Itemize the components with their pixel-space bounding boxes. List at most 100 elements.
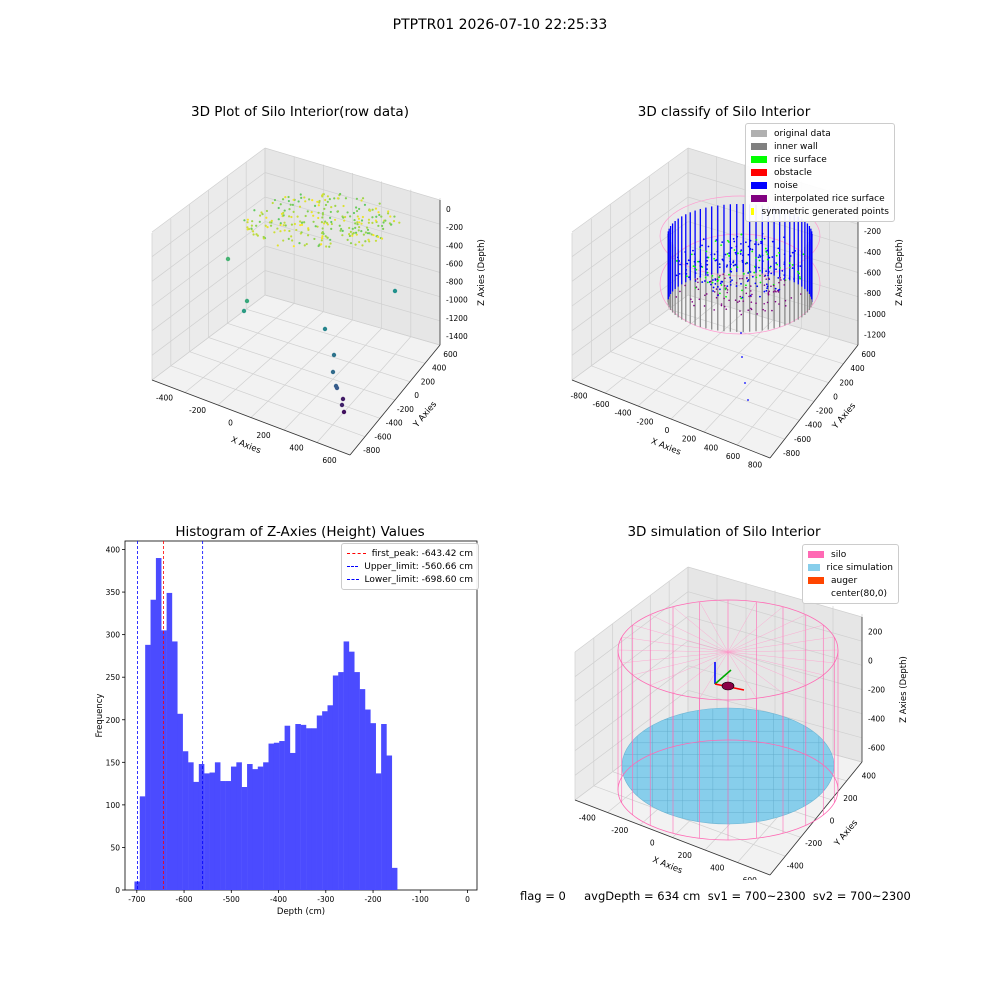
classified-point: [728, 252, 731, 255]
classified-point: [758, 266, 760, 269]
silo-roof-line: [727, 624, 824, 653]
data-point: [362, 233, 365, 236]
panel1-x-tick-label: -400: [156, 393, 173, 402]
data-point: [386, 212, 390, 215]
classified-point: [732, 261, 735, 264]
data-point: [339, 192, 342, 196]
interpolated-point: [739, 277, 741, 280]
data-point: [306, 234, 310, 237]
interpolated-point: [770, 285, 772, 288]
interpolated-point: [697, 281, 699, 284]
data-point: [328, 216, 332, 219]
panel4-z-tick-label: 0: [868, 657, 873, 666]
data-point: [281, 198, 285, 201]
histogram-bar: [145, 644, 151, 890]
data-point: [260, 211, 263, 214]
data-point: [354, 226, 357, 229]
data-point: [246, 221, 249, 224]
histogram-bar: [166, 592, 173, 890]
data-point: [305, 242, 308, 246]
classified-point: [794, 250, 797, 252]
data-point: [360, 222, 363, 225]
panel3-title: Histogram of Z-Axies (Height) Values: [175, 524, 425, 540]
data-point: [325, 221, 329, 225]
classified-point: [714, 279, 717, 281]
data-point: [304, 214, 307, 218]
data-point: [356, 223, 359, 226]
legend-line: [347, 579, 359, 580]
panel1-grid-line: [316, 336, 412, 443]
panel2-x-tick-label: 600: [726, 452, 741, 461]
classified-point: [729, 260, 732, 263]
interpolated-point: [724, 277, 726, 280]
panel2-x-tick-label: -400: [614, 409, 631, 418]
data-point: [299, 220, 302, 223]
data-point: [368, 232, 371, 235]
classified-point: [755, 239, 758, 241]
classified-point: [713, 257, 716, 260]
interpolated-point: [778, 281, 780, 284]
classified-point: [712, 290, 715, 292]
classified-point: [759, 255, 762, 258]
data-point: [276, 227, 279, 230]
interpolated-point: [742, 300, 745, 302]
panel2-y-tick-label: 0: [833, 392, 838, 401]
data-point: [243, 219, 246, 222]
data-point: [333, 197, 336, 200]
classified-point: [735, 245, 738, 248]
y-axis-label: Frequency: [95, 694, 105, 738]
panel2-z-tick-label: -600: [864, 269, 881, 278]
classified-point: [729, 276, 732, 279]
classified-point: [701, 281, 704, 283]
legend-label: rice surface: [774, 154, 827, 165]
x-tick-label: -600: [176, 895, 193, 904]
classified-point: [732, 238, 735, 240]
panel4-y-tick-label: -400: [787, 862, 804, 871]
noise-point: [744, 382, 746, 384]
x-tick-label: -100: [412, 895, 429, 904]
panel4-legend: silo rice simulation auger center(80,0): [802, 544, 899, 604]
panel2-y-tick-label: -800: [783, 449, 800, 458]
data-point: [342, 216, 345, 219]
classified-point: [755, 256, 757, 259]
classified-point: [743, 272, 745, 275]
status-footer: flag = 0 avgDepth = 634 cm sv1 = 700~230…: [520, 889, 911, 903]
panel1-y-tick-label: 0: [414, 391, 419, 400]
interpolated-point: [750, 308, 753, 311]
panel2-x-tick-label: 800: [748, 461, 763, 470]
classified-point: [720, 284, 723, 286]
classified-point: [730, 270, 733, 273]
data-point: [351, 234, 354, 237]
classified-point: [686, 262, 689, 265]
panel2-z-tick-label: -400: [864, 248, 881, 257]
data-point: [273, 231, 276, 234]
classified-point: [757, 243, 760, 246]
data-point: [282, 224, 285, 227]
histogram-bar: [370, 723, 376, 890]
panel2-x-tick-label: -200: [636, 417, 653, 426]
classified-point: [704, 276, 707, 279]
panel1-z-tick-label: -1200: [446, 314, 468, 323]
classified-point: [766, 285, 769, 288]
outlier-point: [244, 298, 250, 304]
data-point: [374, 219, 378, 222]
data-point: [341, 229, 344, 232]
classified-point: [761, 260, 764, 263]
noise-point: [741, 356, 743, 358]
histogram-bar: [225, 781, 232, 890]
histogram-bar: [252, 769, 258, 890]
data-point: [290, 235, 293, 238]
data-point: [330, 206, 333, 209]
panel3-legend: first_peak: -643.42 cm Upper_limit: -560.…: [341, 543, 479, 590]
data-point: [312, 214, 315, 217]
classified-point: [726, 239, 729, 242]
data-point: [311, 199, 314, 202]
data-point: [338, 224, 341, 227]
interpolated-point: [722, 273, 725, 275]
panel3-histogram: -700 -600 -500 -400 -300 -200 -100 0 0 50 100 150 20…: [95, 540, 478, 917]
data-point: [321, 235, 324, 238]
classified-point: [678, 272, 681, 275]
legend-label: rice simulation: [826, 562, 893, 573]
classified-point: [693, 260, 696, 263]
classified-point: [740, 242, 742, 245]
